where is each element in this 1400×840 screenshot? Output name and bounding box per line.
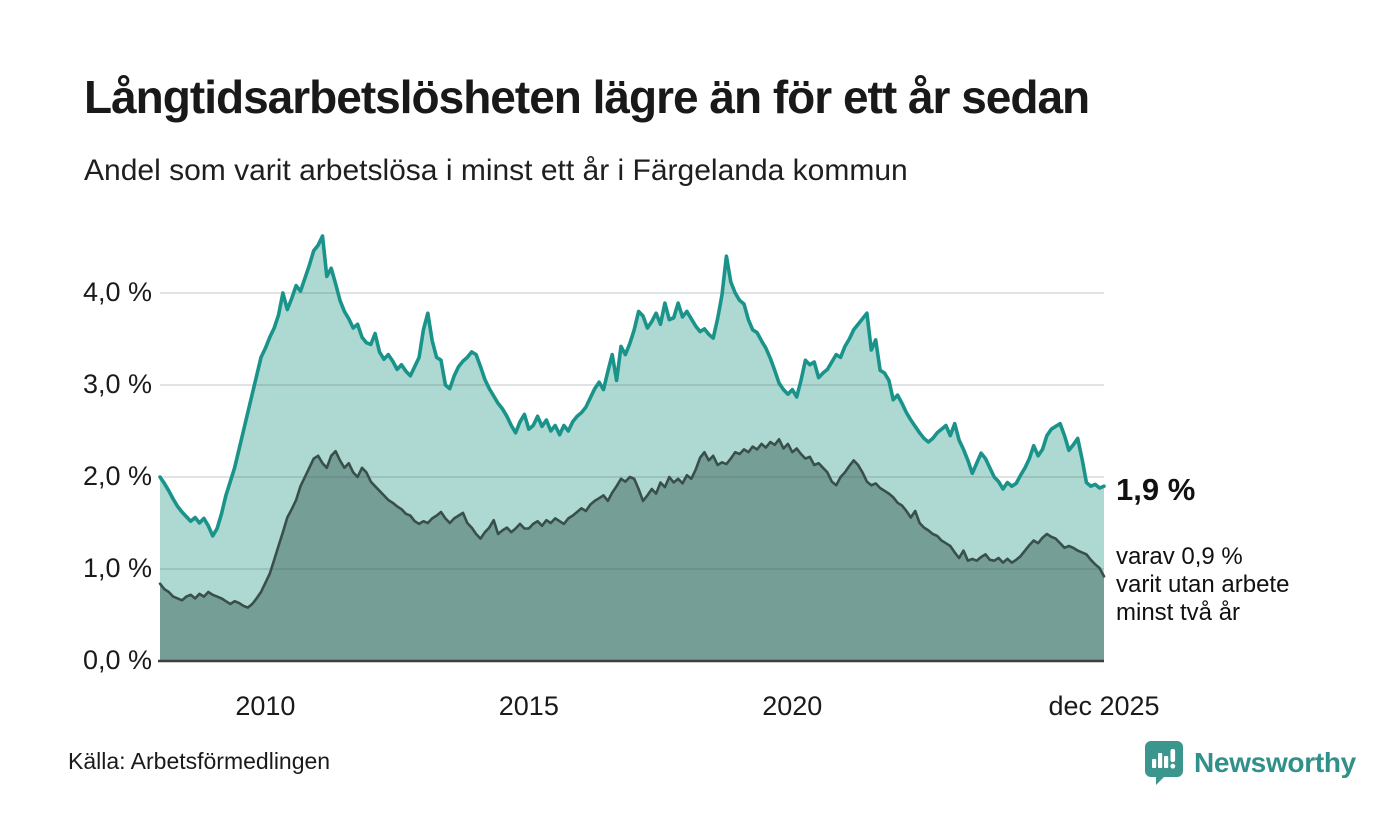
x-tick-label-2020: 2020 xyxy=(762,691,823,721)
x-tick-label-2015: 2015 xyxy=(498,691,559,721)
newsworthy-brand: Newsworthy xyxy=(1144,740,1356,786)
page-title: Långtidsarbetslösheten lägre än för ett … xyxy=(84,71,1090,123)
latest-value-annotation: 1,9 % xyxy=(1116,472,1196,507)
latest-value-detail-annotation: varav 0,9 % varit utan arbete minst två … xyxy=(1116,543,1290,626)
x-tick-label-2010: 2010 xyxy=(235,691,296,721)
y-tick-label-1: 1,0 % xyxy=(82,553,152,583)
newsworthy-logo-icon xyxy=(1145,741,1183,785)
line-series-2 xyxy=(158,438,1106,609)
area-fill-series-2 xyxy=(160,439,1104,661)
y-tick-label-0: 0,0 % xyxy=(82,645,152,675)
page-subtitle: Andel som varit arbetslösa i minst ett å… xyxy=(84,154,908,187)
y-tick-label-2: 2,0 % xyxy=(82,461,152,491)
x-tick-label-dec-2025: dec 2025 xyxy=(1048,691,1160,721)
line-series-1 xyxy=(158,234,1106,538)
source-credit: Källa: Arbetsförmedlingen xyxy=(68,748,331,774)
newsworthy-wordmark: Newsworthy xyxy=(1194,747,1356,778)
y-tick-label-4: 4,0 % xyxy=(82,277,152,307)
y-tick-label-3: 3,0 % xyxy=(82,369,152,399)
